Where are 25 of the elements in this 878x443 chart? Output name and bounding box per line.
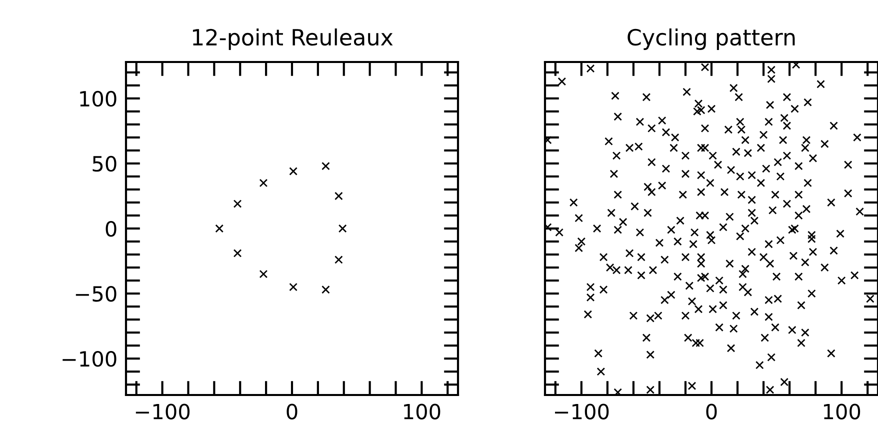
point <box>215 224 224 233</box>
chart-title: 12-point Reuleaux <box>192 28 393 50</box>
point <box>322 162 330 170</box>
point <box>233 249 242 258</box>
y-tick-label: 0 <box>106 220 116 237</box>
y-tick-label: 100 <box>80 90 116 107</box>
point <box>259 270 268 278</box>
point <box>289 282 298 292</box>
chart-title: Cycling pattern <box>628 28 795 50</box>
point <box>338 224 347 233</box>
y-tick-label: 50 <box>92 156 116 172</box>
x-tick-label: 0 <box>706 404 717 420</box>
point <box>334 256 343 264</box>
x-tick-label: 100 <box>824 404 860 420</box>
x-tick-label: 100 <box>404 404 440 420</box>
point <box>289 167 298 176</box>
x-tick-label: −100 <box>136 404 190 420</box>
y-tick-label: −50 <box>76 286 116 302</box>
point <box>334 192 343 200</box>
point <box>259 178 268 188</box>
x-tick-label: −100 <box>555 404 609 420</box>
y-tick-label: −100 <box>62 351 116 367</box>
x-tick-label: 0 <box>286 404 298 420</box>
point <box>322 285 330 294</box>
point <box>233 200 242 208</box>
